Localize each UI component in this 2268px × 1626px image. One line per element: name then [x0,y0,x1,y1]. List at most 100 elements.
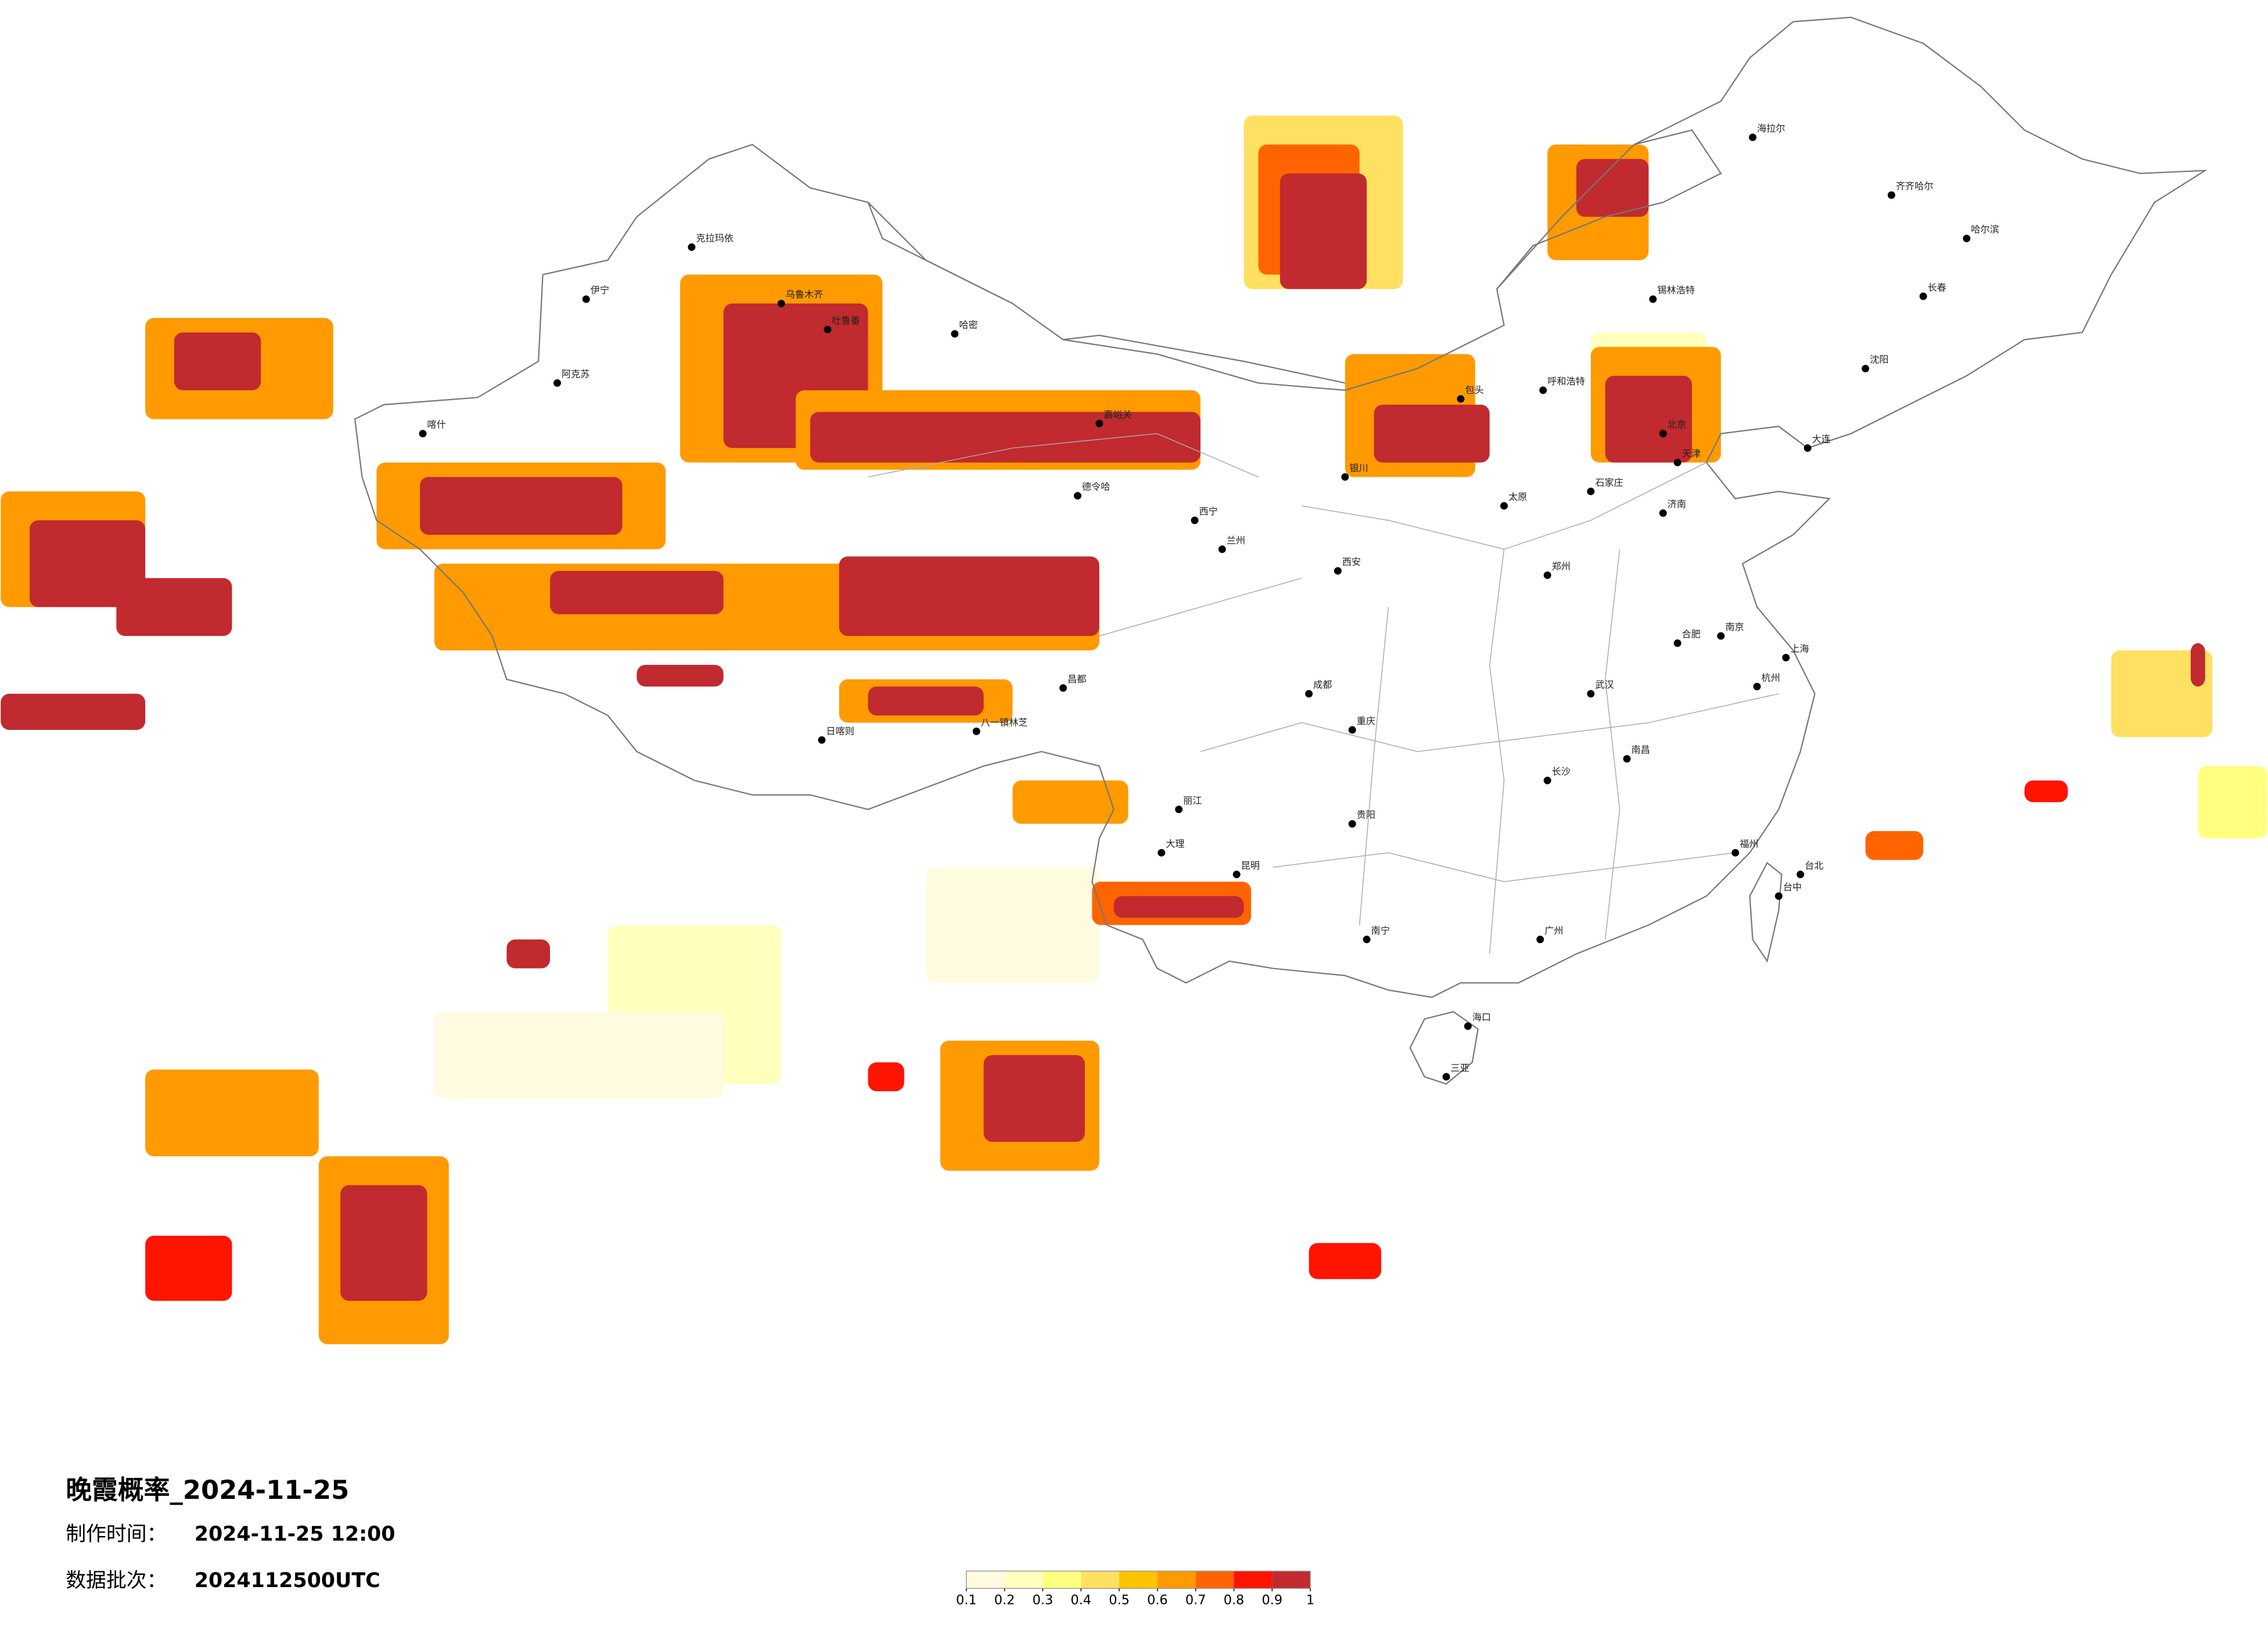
colorbar-tick-label: 0.5 [1109,1593,1130,1608]
boundaries [354,16,2208,1085]
city-dot [1649,295,1657,303]
city-label: 吐鲁番 [832,315,860,326]
city-dot [777,300,785,308]
probability-area [1012,780,1128,824]
city-label: 南宁 [1371,925,1390,936]
city-label: 昌都 [1067,674,1086,685]
city-dot [1539,386,1547,394]
map-title: 晚霞概率_2024-11-25 [66,1474,349,1505]
city-dot [1803,444,1811,452]
city-dot [1749,133,1757,141]
city-dot [818,736,826,744]
city-label: 包头 [1465,384,1483,395]
city-dot [1775,892,1783,900]
city-label: 昆明 [1241,860,1260,871]
city-dot [1659,430,1667,438]
probability-area [868,686,984,715]
city-dot [1218,545,1226,553]
city-dot [1673,639,1681,647]
city-label: 郑州 [1552,561,1570,572]
city-dot [1731,848,1739,857]
city-dot [1457,395,1465,403]
probability-area [1279,173,1367,289]
city-label: 重庆 [1357,715,1375,726]
colorbar-bin [966,1571,1005,1589]
probability-area [2024,780,2068,803]
city-label: 长春 [1928,282,1946,293]
probability-field [1,116,2267,1344]
city-label: 银川 [1349,462,1368,473]
city-label: 兰州 [1227,535,1245,546]
china-outline [354,16,2208,998]
city-label: 石家庄 [1595,477,1623,488]
city-dot [1348,820,1356,828]
city-label: 台北 [1805,860,1823,871]
city-label: 南昌 [1631,744,1650,756]
city-dot [1363,936,1371,944]
probability-area [637,664,724,687]
city-dot [1587,487,1595,495]
city-label: 广州 [1544,925,1563,936]
city-dot [688,243,696,251]
probability-area [549,571,724,614]
city-dot [1341,473,1349,481]
city-label: 上海 [1790,643,1809,654]
colorbar-bin [1157,1571,1196,1589]
city-dot [972,727,980,735]
colorbar-tick-label: 0.3 [1033,1593,1054,1608]
city-dot [1587,690,1595,698]
probability-area [2190,643,2205,687]
colorbar-tick-label: 0.9 [1262,1593,1283,1608]
city-label: 克拉玛依 [696,233,734,244]
colorbar-tick-label: 0.1 [956,1593,977,1608]
city-dot [1796,870,1805,879]
city-label: 北京 [1667,419,1686,430]
city-label: 德令哈 [1082,481,1110,492]
city-dot [1095,419,1104,427]
colorbar-bin [1119,1571,1158,1589]
probability-area [983,1055,1085,1142]
city-label: 哈密 [959,319,977,330]
probability-area [340,1185,427,1301]
city-dot [1442,1073,1450,1081]
info-value: 2024112500UTC [195,1569,380,1592]
colorbar-bin [1081,1571,1120,1589]
hainan-outline [1409,1011,1479,1085]
city-dot [1191,516,1199,524]
city-label: 三亚 [1451,1062,1469,1073]
colorbar-bin [1043,1571,1081,1589]
city-dot [419,430,427,438]
probability-area [116,578,232,636]
colorbar-tick-label: 0.7 [1185,1593,1206,1608]
city-dot [1673,458,1681,466]
info-value: 2024-11-25 12:00 [195,1523,396,1546]
colorbar-tick-label: 1 [1306,1593,1314,1608]
city-label: 福州 [1739,838,1758,849]
city-dot [1334,567,1342,575]
colorbar-tick-label: 0.4 [1070,1593,1091,1608]
probability-area [868,1062,904,1092]
province-lines [868,433,1779,954]
city-dot [1500,502,1508,510]
city-dot [1536,936,1544,944]
probability-area [926,867,1099,983]
colorbar-bin [1195,1571,1234,1589]
city-dot [1861,365,1870,373]
city-dot [1963,235,1971,243]
city-dot [1659,509,1667,517]
city-label: 贵阳 [1357,810,1375,821]
city-label: 丽江 [1183,795,1202,806]
city-label: 沈阳 [1870,354,1888,365]
city-label: 南京 [1725,621,1744,632]
city-label: 日喀则 [826,725,854,736]
colorbar-tick-label: 0.8 [1224,1593,1245,1608]
probability-area [174,332,261,390]
city-label: 海口 [1472,1012,1491,1023]
city-dot [1305,690,1313,698]
probability-area [2111,650,2213,738]
city-label: 武汉 [1595,679,1613,690]
probability-area [506,939,550,969]
probability-area [1605,376,1692,463]
